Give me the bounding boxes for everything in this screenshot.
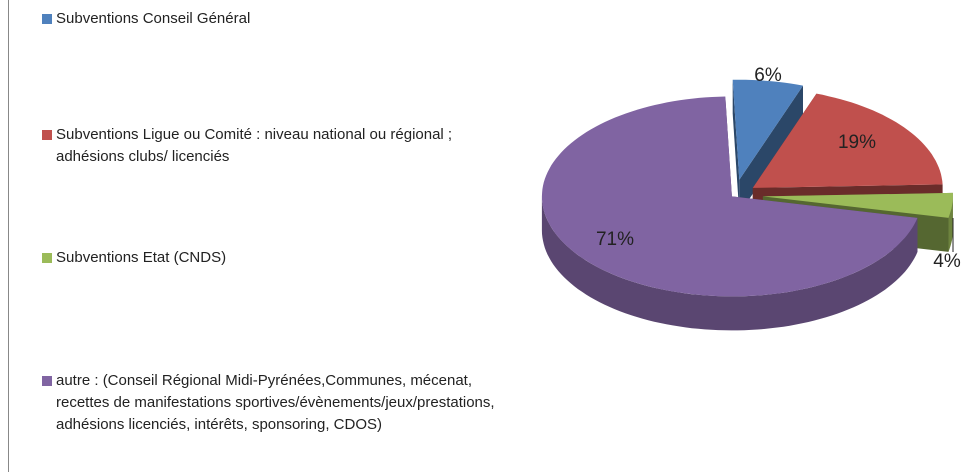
slice-side <box>541 196 918 331</box>
legend-label: Subventions Etat (CNDS) <box>56 249 227 266</box>
legend-swatch <box>42 130 52 140</box>
legend-item: Subventions Conseil Général <box>42 8 512 30</box>
legend-swatch <box>42 14 52 24</box>
legend-swatch <box>42 376 52 386</box>
slice <box>762 192 953 218</box>
legend-label: Subventions Conseil Général <box>56 10 251 27</box>
data-label: 4% <box>933 251 961 272</box>
slice <box>541 96 918 297</box>
legend-label: Subventions Ligue ou Comité : niveau nat… <box>56 126 453 165</box>
data-label: 6% <box>754 65 782 86</box>
slice-side <box>948 196 953 252</box>
slice <box>752 93 943 188</box>
data-label: 19% <box>838 132 876 153</box>
slice <box>732 79 803 180</box>
legend-item: Subventions Etat (CNDS) <box>42 247 512 269</box>
slice-side <box>732 79 740 214</box>
legend-swatch <box>42 253 52 263</box>
frame-line <box>8 0 9 472</box>
legend-label: autre : (Conseil Régional Midi-Pyrénées,… <box>56 372 495 433</box>
legend-item: autre : (Conseil Régional Midi-Pyrénées,… <box>42 370 512 436</box>
data-label: 71% <box>596 229 634 250</box>
slice-side <box>739 85 803 214</box>
legend-item: Subventions Ligue ou Comité : niveau nat… <box>42 124 512 168</box>
